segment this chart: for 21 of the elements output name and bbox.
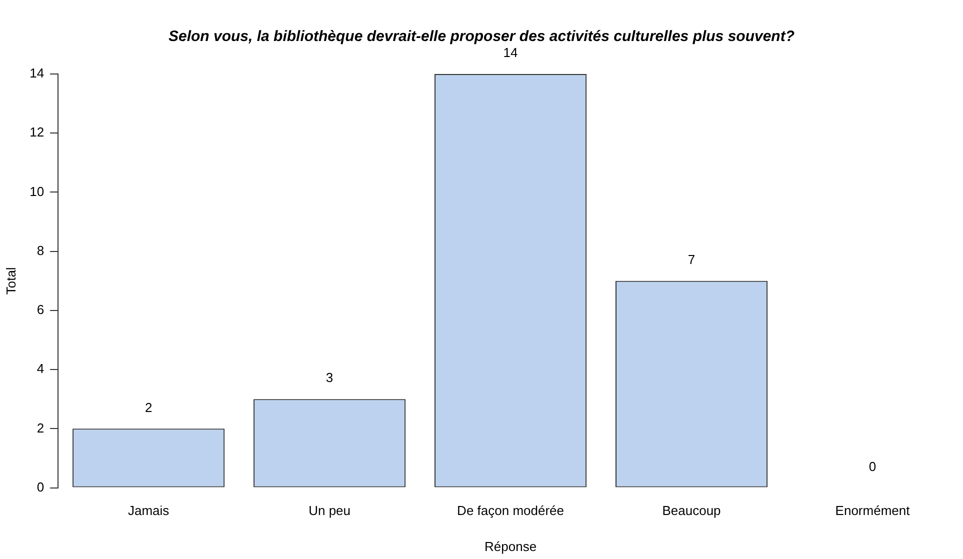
x-tick-label: Un peu (308, 503, 351, 518)
x-tick-label: Enormément (835, 503, 910, 518)
x-axis-title: Réponse (484, 538, 537, 554)
y-axis-title: Total (3, 267, 18, 295)
y-tick-label: 14 (30, 66, 44, 81)
y-tick-label: 0 (36, 479, 44, 494)
y-tick-label: 6 (36, 302, 44, 318)
data-label: 0 (868, 458, 876, 474)
data-label: 3 (326, 370, 334, 386)
x-tick-label: Jamais (128, 503, 170, 518)
y-tick-label: 8 (36, 242, 44, 258)
data-label: 2 (144, 400, 152, 415)
x-tick-label: De façon modérée (457, 503, 564, 518)
y-tick-label: 4 (36, 361, 44, 376)
y-tick-label: 10 (30, 184, 44, 199)
chart-title: Selon vous, la bibliothèque devrait-elle proposer des activités culturelles plus souvent? (168, 28, 794, 46)
y-tick-label: 2 (36, 420, 44, 436)
y-tick-label: 12 (30, 124, 44, 140)
x-tick-label: Beaucoup (662, 503, 721, 518)
data-label: 14 (503, 45, 518, 60)
data-label: 7 (688, 252, 696, 267)
